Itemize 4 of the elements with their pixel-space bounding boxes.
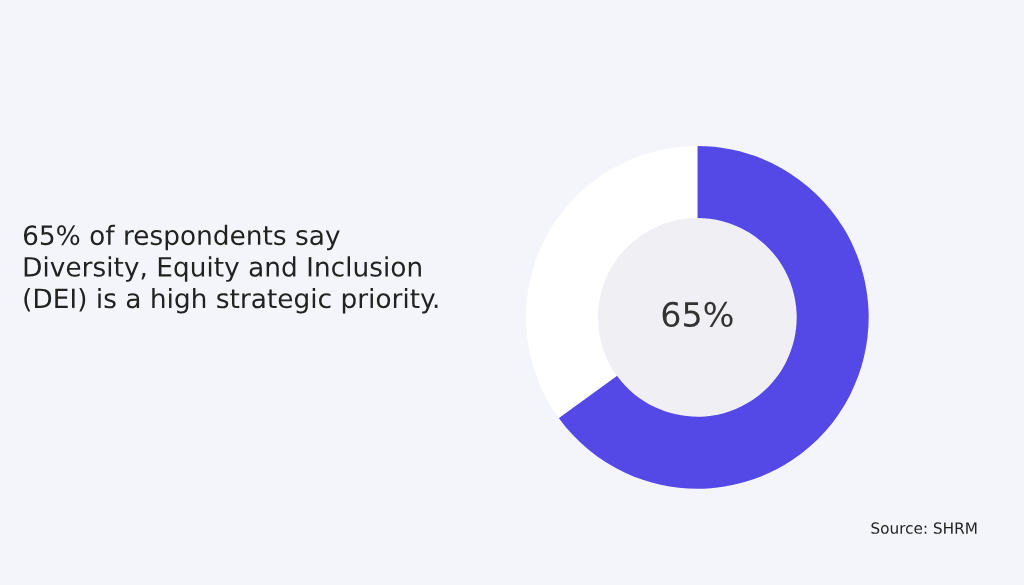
text: 65% of respondents say Diversity, Equity and Inclusion (DEI) is a high strategic priority. [23,224,438,314]
donut-slice [558,146,869,489]
data-label: 65% [662,301,733,328]
source-note: Source: SHRM [871,522,977,534]
